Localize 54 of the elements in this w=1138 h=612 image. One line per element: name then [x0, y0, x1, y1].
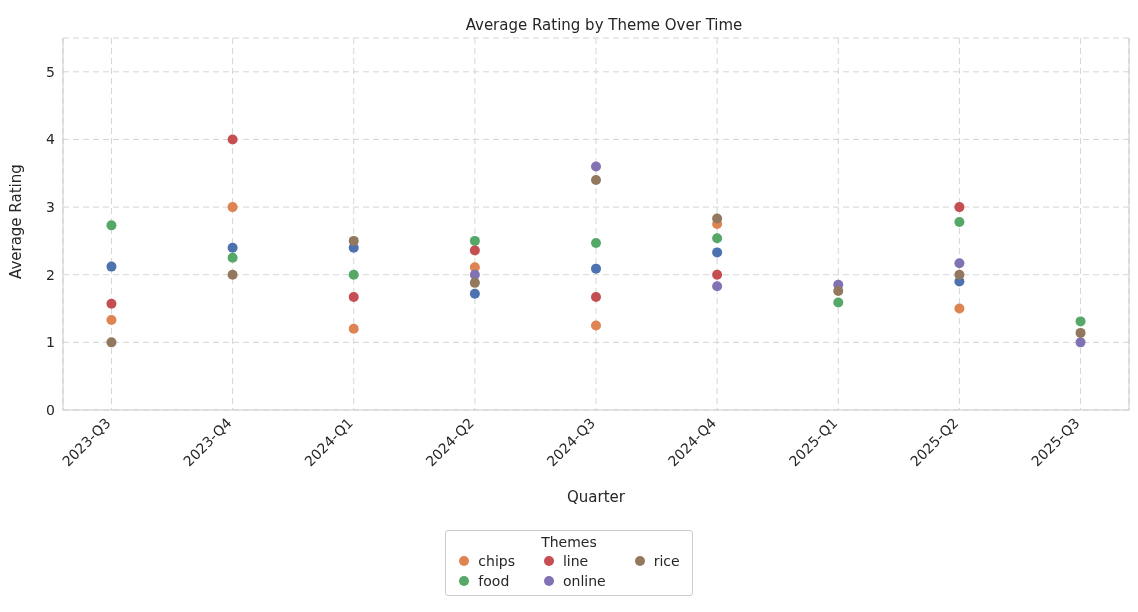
point	[348, 292, 359, 303]
point	[712, 281, 723, 292]
point	[591, 175, 601, 186]
legend-label: line	[562, 553, 589, 569]
point	[227, 242, 238, 253]
point	[348, 323, 359, 334]
point	[348, 235, 359, 246]
point	[712, 213, 723, 224]
point	[591, 292, 601, 303]
point	[954, 202, 965, 213]
legend-label: online	[562, 573, 606, 589]
point	[227, 269, 238, 280]
point	[106, 261, 117, 272]
point	[712, 233, 723, 244]
point	[712, 269, 723, 280]
point	[227, 134, 238, 145]
legend-title: Themes	[540, 534, 598, 550]
y-axis-title: Average Rating	[7, 164, 26, 279]
legend-label: rice	[653, 553, 680, 569]
point	[591, 263, 601, 274]
chart-title: Average Rating by Theme Over Time	[465, 16, 743, 34]
point	[833, 297, 844, 308]
point	[591, 320, 601, 331]
point	[954, 303, 965, 314]
point	[954, 216, 965, 227]
y-tick-label: 5	[46, 63, 55, 80]
point	[106, 315, 117, 326]
point	[591, 237, 601, 248]
y-tick-label: 3	[46, 199, 55, 216]
legend-label: food	[478, 573, 510, 589]
point	[712, 247, 723, 258]
point	[227, 202, 238, 213]
y-tick-label: 0	[46, 401, 55, 418]
point	[954, 269, 965, 280]
point	[469, 277, 480, 288]
point	[1075, 337, 1086, 348]
x-axis-title: Quarter	[567, 488, 626, 506]
point	[1075, 316, 1086, 327]
y-tick-label: 1	[46, 334, 55, 351]
y-tick-label: 2	[46, 266, 55, 283]
point	[106, 220, 117, 231]
point	[106, 298, 117, 309]
point	[469, 235, 480, 246]
point	[469, 288, 480, 299]
point	[591, 161, 601, 172]
point	[1075, 327, 1086, 338]
point	[469, 245, 480, 256]
point	[348, 269, 359, 280]
legend-label: chips	[478, 553, 515, 569]
point	[833, 285, 844, 296]
point	[227, 252, 238, 263]
point	[106, 337, 117, 348]
y-tick-label: 4	[46, 131, 56, 148]
point	[954, 258, 965, 269]
